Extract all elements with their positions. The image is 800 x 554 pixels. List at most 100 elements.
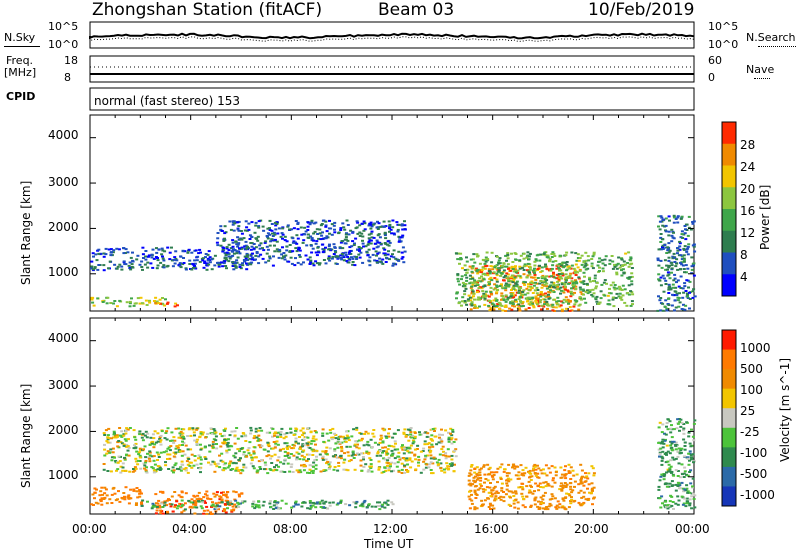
power-cell-5 — [595, 295, 599, 298]
velocity-cell-3 — [469, 469, 473, 472]
power-cell-0 — [129, 268, 133, 271]
velocity-cell-2 — [134, 446, 138, 449]
power-cell-1 — [92, 304, 96, 307]
power-cell-3 — [324, 220, 328, 223]
velocity-cell-2 — [454, 448, 458, 451]
velocity-cell-1 — [166, 510, 169, 513]
power-cell-5 — [540, 270, 544, 273]
velocity-cell-2 — [153, 430, 157, 433]
velocity-cell-2 — [417, 464, 421, 467]
velocity-cell-2 — [223, 438, 227, 441]
velocity-cell-3 — [553, 481, 557, 484]
nsearch-trace — [89, 36, 695, 42]
velocity-cell-2 — [120, 435, 124, 438]
power-cell-3 — [376, 234, 380, 237]
power-cell-3 — [256, 235, 260, 238]
power-cell-6 — [674, 265, 678, 268]
power-cell-0 — [161, 257, 165, 260]
power-cell-5 — [497, 259, 501, 262]
power-cell-6 — [675, 258, 679, 261]
power-cell-3 — [270, 229, 274, 232]
velocity-cell-2 — [123, 458, 127, 461]
power-cell-4 — [536, 268, 540, 270]
power-cell-0 — [90, 265, 94, 268]
power-cell-3 — [248, 238, 252, 240]
power-cell-3 — [312, 222, 316, 225]
power-cell-3 — [359, 247, 363, 250]
power-cell-3 — [296, 223, 300, 225]
power-cell-6 — [672, 231, 675, 234]
velocity-cell-2 — [412, 440, 416, 443]
velocity-cell-0 — [138, 490, 142, 493]
velocity-cell-2 — [442, 468, 446, 471]
power-cell-6 — [677, 305, 681, 308]
power-cell-3 — [261, 225, 265, 228]
power-cell-5 — [509, 293, 513, 296]
power-cell-0 — [122, 252, 126, 255]
power-cell-0 — [213, 254, 217, 257]
velocity-cell-2 — [360, 437, 364, 440]
velocity-cell-1 — [193, 500, 196, 503]
velocity-cbar-tick-minus1000: -1000 — [740, 488, 775, 502]
velocity-cell-0 — [135, 502, 138, 505]
power-cell-0 — [151, 266, 155, 269]
power-cell-5 — [487, 304, 491, 307]
power-cell-5 — [495, 299, 499, 301]
velocity-cell-4 — [181, 504, 184, 506]
velocity-cell-2 — [311, 472, 315, 474]
velocity-cell-2 — [297, 452, 301, 455]
power-cell-6 — [670, 267, 674, 270]
velocity-cell-2 — [450, 454, 454, 457]
velocity-cell-3 — [554, 474, 558, 477]
velocity-cell-2 — [188, 427, 192, 430]
velocity-cell-2 — [116, 461, 120, 464]
power-cell-5 — [522, 280, 526, 283]
velocity-cell-2 — [102, 463, 106, 465]
velocity-cell-2 — [308, 472, 312, 474]
power-cell-5 — [543, 276, 547, 279]
velocity-cell-2 — [423, 440, 427, 443]
power-cell-0 — [112, 249, 116, 252]
velocity-cell-2 — [321, 457, 325, 460]
velocity-cell-4 — [381, 503, 385, 506]
velocity-cell-5 — [687, 431, 691, 434]
power-cell-6 — [676, 299, 680, 302]
velocity-cell-2 — [233, 434, 237, 437]
velocity-cell-2 — [427, 466, 431, 469]
power-cell-5 — [498, 285, 502, 287]
velocity-cell-2 — [260, 429, 264, 432]
power-cell-5 — [535, 303, 539, 306]
velocity-cell-2 — [386, 452, 390, 455]
velocity-cell-5 — [686, 491, 690, 494]
velocity-cell-0 — [105, 502, 109, 505]
velocity-cell-2 — [437, 458, 441, 461]
power-cell-5 — [455, 252, 459, 255]
velocity-cell-2 — [108, 451, 112, 454]
velocity-cell-2 — [417, 461, 420, 464]
power-cell-3 — [335, 255, 338, 258]
power-cell-4 — [491, 268, 495, 271]
power-cell-3 — [227, 243, 231, 246]
power-cell-6 — [679, 236, 683, 239]
velocity-cell-3 — [504, 493, 508, 496]
velocity-cell-2 — [242, 463, 246, 466]
velocity-cell-2 — [116, 468, 120, 471]
power-cell-4 — [505, 272, 509, 275]
velocity-cell-2 — [255, 470, 259, 473]
power-cell-5 — [630, 280, 634, 283]
power-cell-3 — [369, 232, 373, 235]
power-cell-3 — [361, 239, 364, 242]
velocity-cell-2 — [143, 445, 147, 448]
power-cell-1 — [128, 300, 132, 303]
velocity-cell-5 — [676, 450, 680, 453]
velocity-cell-3 — [592, 474, 596, 477]
velocity-cell-5 — [676, 455, 680, 458]
power-cell-5 — [482, 285, 485, 288]
velocity-cell-5 — [677, 482, 681, 485]
power-cell-0 — [239, 267, 243, 270]
power-cell-5 — [578, 269, 582, 272]
power-cell-3 — [298, 255, 302, 258]
velocity-cell-2 — [260, 444, 264, 447]
velocity-cell-5 — [657, 426, 661, 429]
power-cell-6 — [675, 281, 678, 284]
